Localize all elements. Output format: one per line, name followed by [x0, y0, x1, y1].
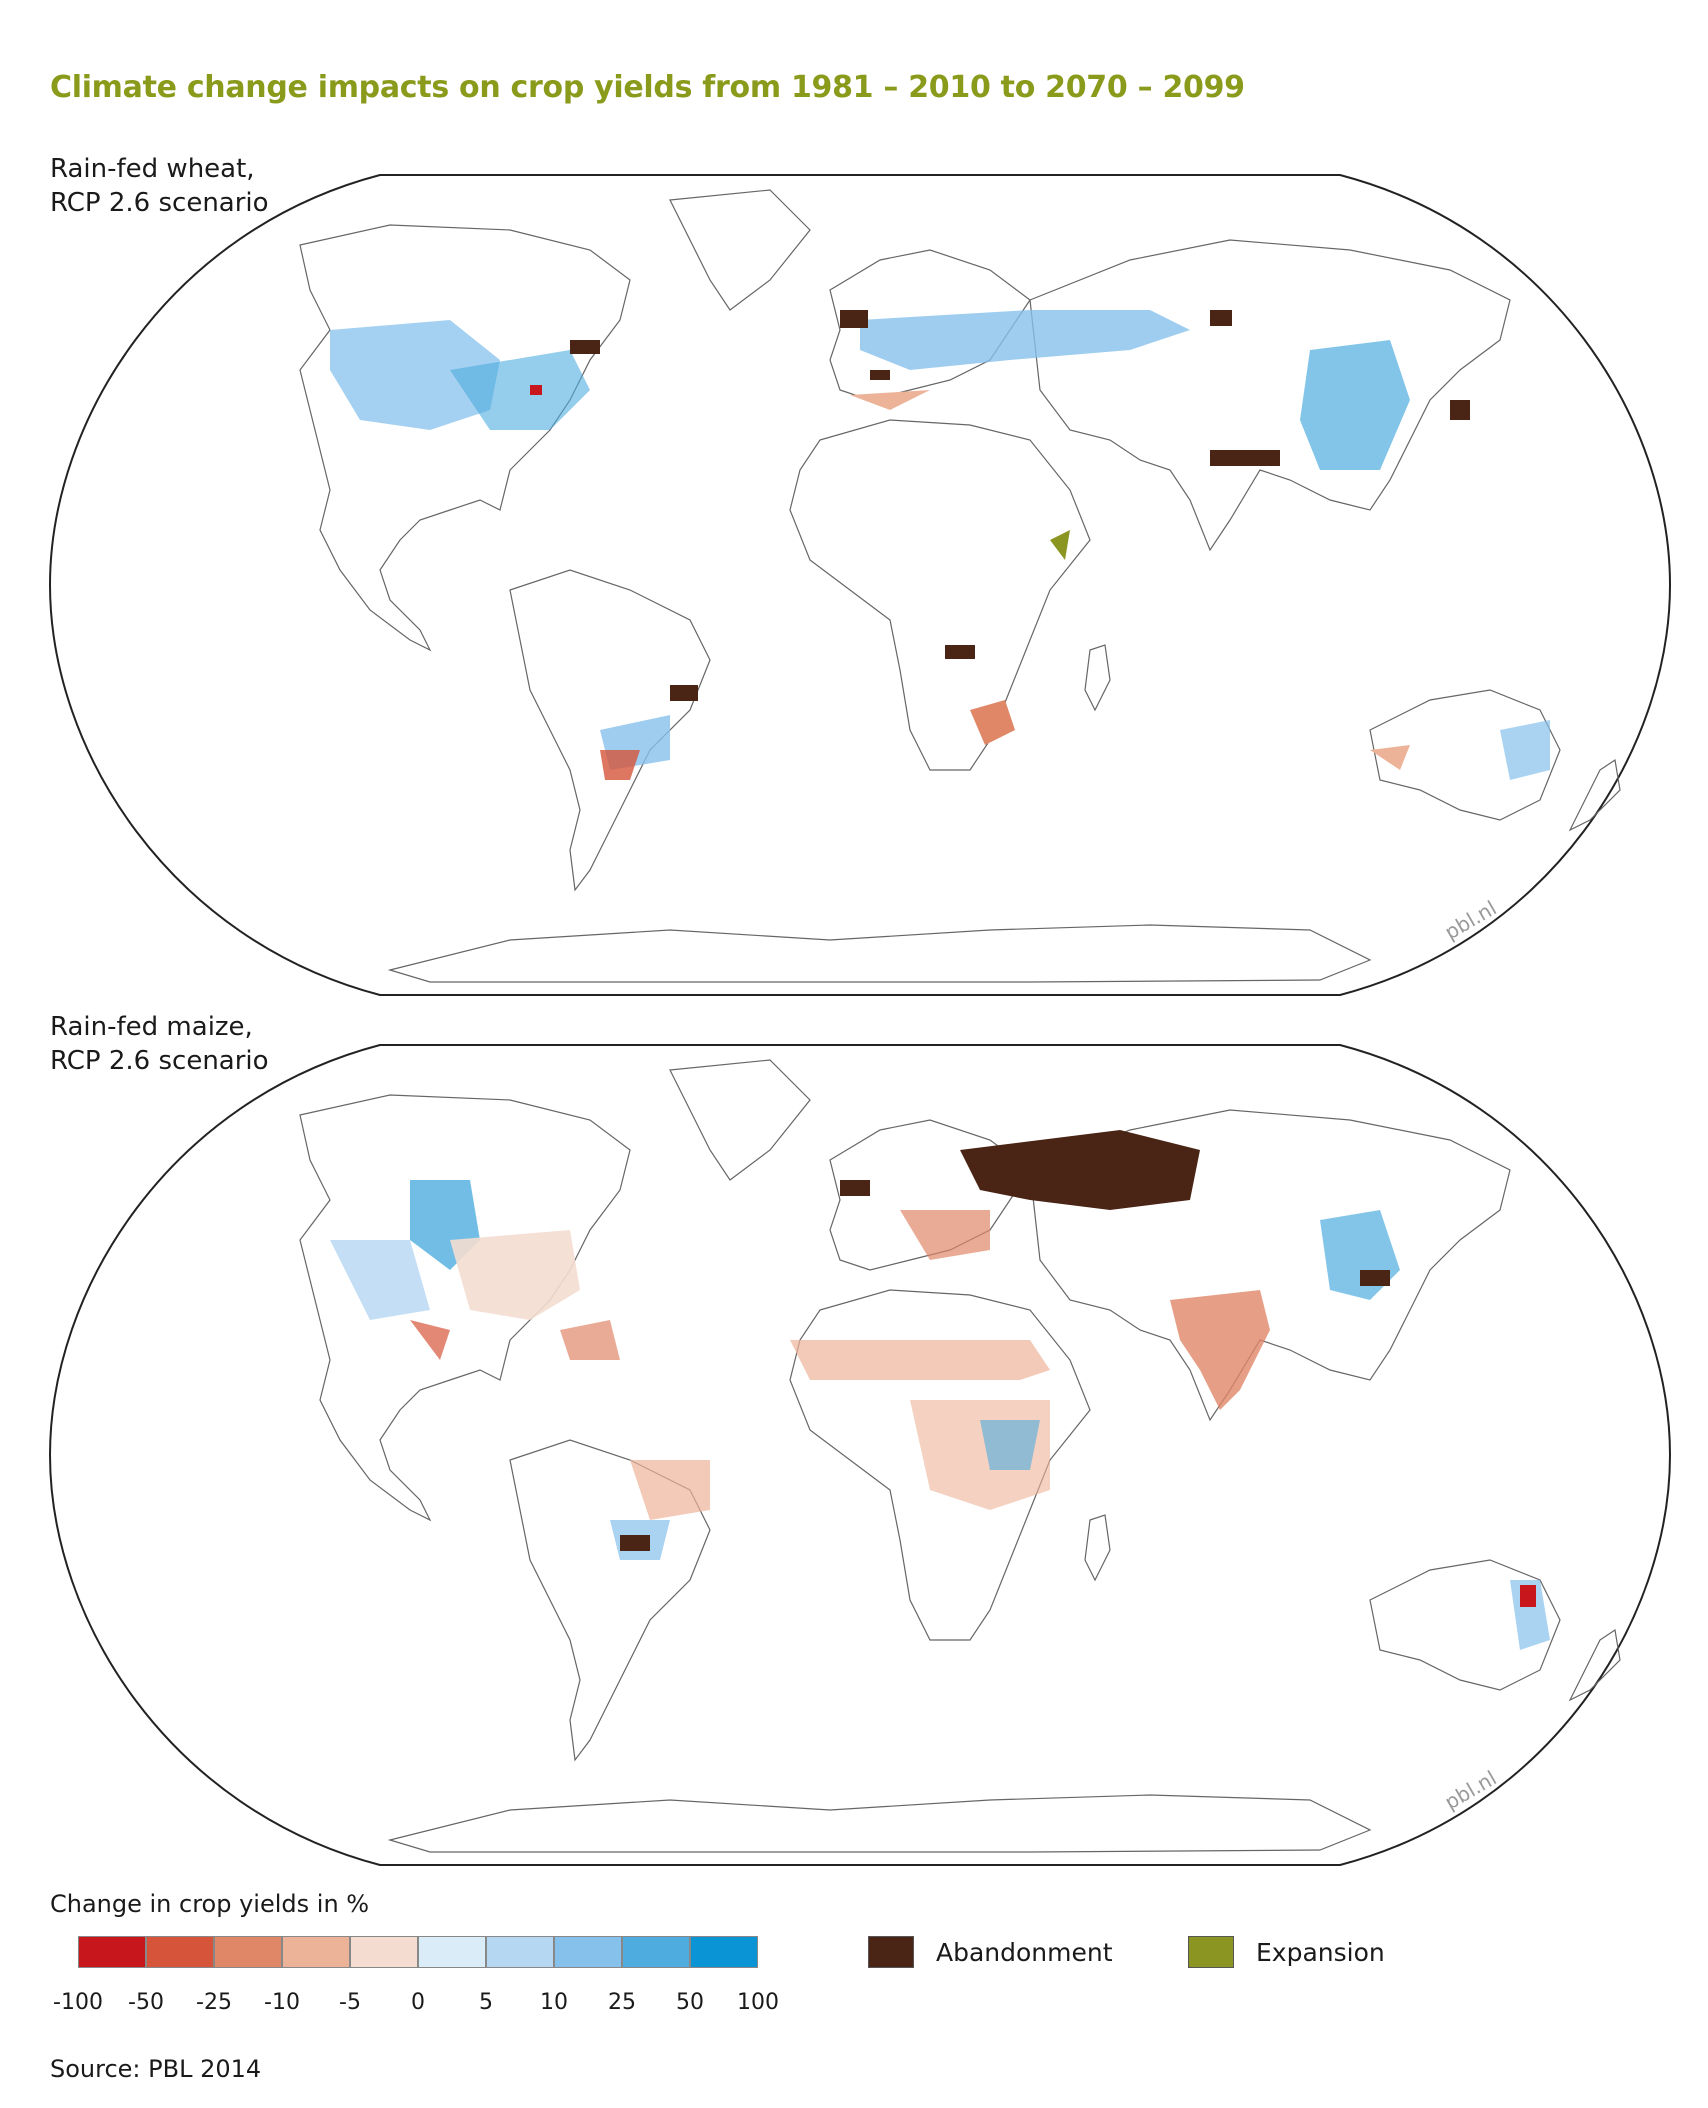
coastlines: [299, 189, 1621, 983]
crop-yield-patches: [330, 310, 1550, 780]
scale-tick-label: 0: [411, 1990, 425, 2015]
map-label-maize: Rain-fed maize, RCP 2.6 scenario: [50, 1010, 269, 1078]
legend-title: Change in crop yields in %: [50, 1890, 370, 1918]
scale-tick-label: 50: [676, 1990, 704, 2015]
expansion-label: Expansion: [1256, 1937, 1385, 1967]
scale-tick-label: -100: [53, 1990, 103, 2015]
map-label-wheat: Rain-fed wheat, RCP 2.6 scenario: [50, 152, 269, 220]
scale-box-6: [486, 1936, 554, 1968]
abandonment-swatch: [868, 1936, 914, 1968]
scale-ticks: -100 -50 -25 -10 -5 0 5 10 25 50 100: [0, 1990, 900, 2020]
expansion-swatch: [1188, 1936, 1234, 1968]
world-map-maize: pbl.nl: [48, 1044, 1672, 1866]
scale-tick-label: 10: [540, 1990, 568, 2015]
map-frame: [48, 174, 1672, 996]
map-label-line1: Rain-fed wheat,: [50, 154, 255, 184]
color-scale: [78, 1936, 758, 1968]
scale-tick-label: -25: [196, 1990, 232, 2015]
map-label-line2: RCP 2.6 scenario: [50, 188, 269, 218]
scale-box-7: [554, 1936, 622, 1968]
scale-tick-label: 5: [479, 1990, 493, 2015]
scale-tick-label: -50: [128, 1990, 164, 2015]
scale-box-8: [622, 1936, 690, 1968]
scale-box-9: [690, 1936, 758, 1968]
scale-tick-label: 100: [737, 1990, 779, 2015]
scale-tick-label: -10: [264, 1990, 300, 2015]
map-frame: [48, 1044, 1672, 1866]
world-map-wheat: pbl.nl: [48, 174, 1672, 996]
chart-title: Climate change impacts on crop yields fr…: [50, 70, 1245, 105]
scale-box-5: [418, 1936, 486, 1968]
scale-box-4: [350, 1936, 418, 1968]
scale-box-3: [282, 1936, 350, 1968]
scale-tick-label: -5: [339, 1990, 361, 2015]
scale-box-0: [78, 1936, 146, 1968]
legend-abandonment: Abandonment: [868, 1936, 1113, 1968]
source-note: Source: PBL 2014: [50, 2055, 262, 2083]
crop-yield-patches: [330, 1130, 1550, 1650]
map-label-line1: Rain-fed maize,: [50, 1012, 253, 1042]
scale-box-1: [146, 1936, 214, 1968]
scale-tick-label: 25: [608, 1990, 636, 2015]
scale-box-2: [214, 1936, 282, 1968]
legend-expansion: Expansion: [1188, 1936, 1385, 1968]
map-label-line2: RCP 2.6 scenario: [50, 1046, 269, 1076]
abandonment-label: Abandonment: [936, 1937, 1113, 1967]
